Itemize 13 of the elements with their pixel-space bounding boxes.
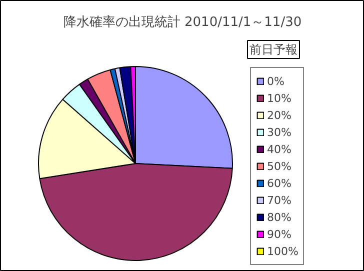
legend-label: 20%	[267, 108, 292, 123]
legend-label: 90%	[267, 226, 292, 242]
legend-label: 70%	[267, 192, 292, 208]
legend-label: 0%	[267, 74, 286, 89]
legend-label: 10%	[267, 90, 292, 106]
legend-label: 60%	[267, 176, 292, 191]
legend-label: 80%	[267, 210, 292, 225]
legend-label: 100%	[267, 244, 298, 259]
legend-label: 30%	[267, 124, 292, 140]
chart-title: 降水確率の出現統計 2010/11/1～11/30	[63, 14, 302, 30]
legend-title: 前日予報	[250, 42, 298, 56]
legend-label: 50%	[267, 158, 292, 174]
legend-label: 40%	[267, 142, 292, 157]
